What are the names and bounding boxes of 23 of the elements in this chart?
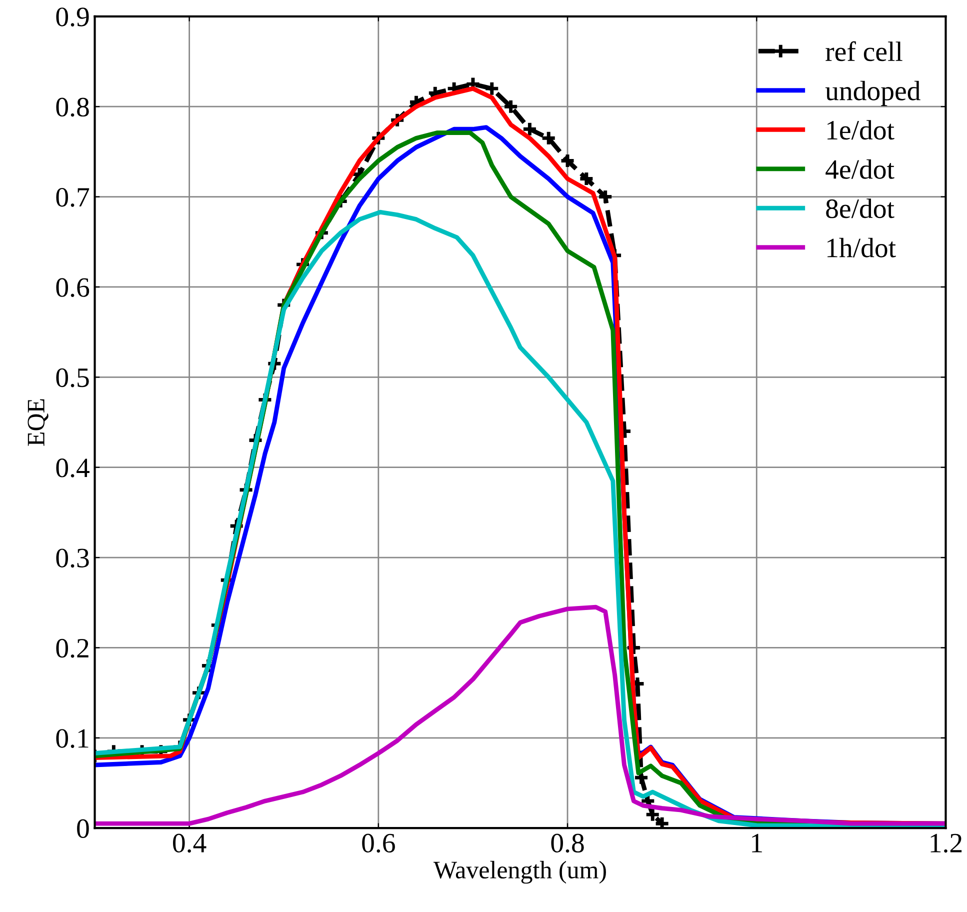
legend-label: 1h/dot bbox=[828, 238, 896, 258]
y-axis-title: EQE bbox=[28, 399, 48, 446]
y-tick-label: 0.1 bbox=[56, 729, 88, 748]
legend-label: undoped bbox=[825, 80, 920, 106]
y-tick-label: 0.2 bbox=[56, 638, 88, 658]
y-tick-label: 0.9 bbox=[56, 8, 89, 26]
legend-label: 1e/dot bbox=[828, 120, 894, 140]
x-tick-label: 1.2 bbox=[930, 834, 962, 853]
x-tick-label: 0.8 bbox=[551, 834, 584, 853]
y-tick-label: 0.8 bbox=[56, 98, 89, 117]
legend-label: 8e/dot bbox=[826, 198, 894, 218]
y-tick-label: 0 bbox=[77, 819, 89, 838]
y-tick-label: 0.3 bbox=[56, 548, 89, 568]
x-tick-label: 0.6 bbox=[362, 834, 395, 853]
x-tick-label: 0.4 bbox=[173, 834, 206, 853]
x-axis-title: Wavelength (um) bbox=[433, 860, 606, 884]
legend-label: ref cell bbox=[826, 41, 902, 62]
x-tick-label: 1 bbox=[752, 834, 762, 852]
y-tick-label: 0.6 bbox=[56, 278, 90, 298]
y-tick-label: 0.7 bbox=[56, 188, 90, 207]
y-tick-label: 0.4 bbox=[56, 458, 90, 478]
y-tick-label: 0.5 bbox=[56, 368, 89, 388]
legend-label: 4e/dot bbox=[826, 159, 894, 179]
